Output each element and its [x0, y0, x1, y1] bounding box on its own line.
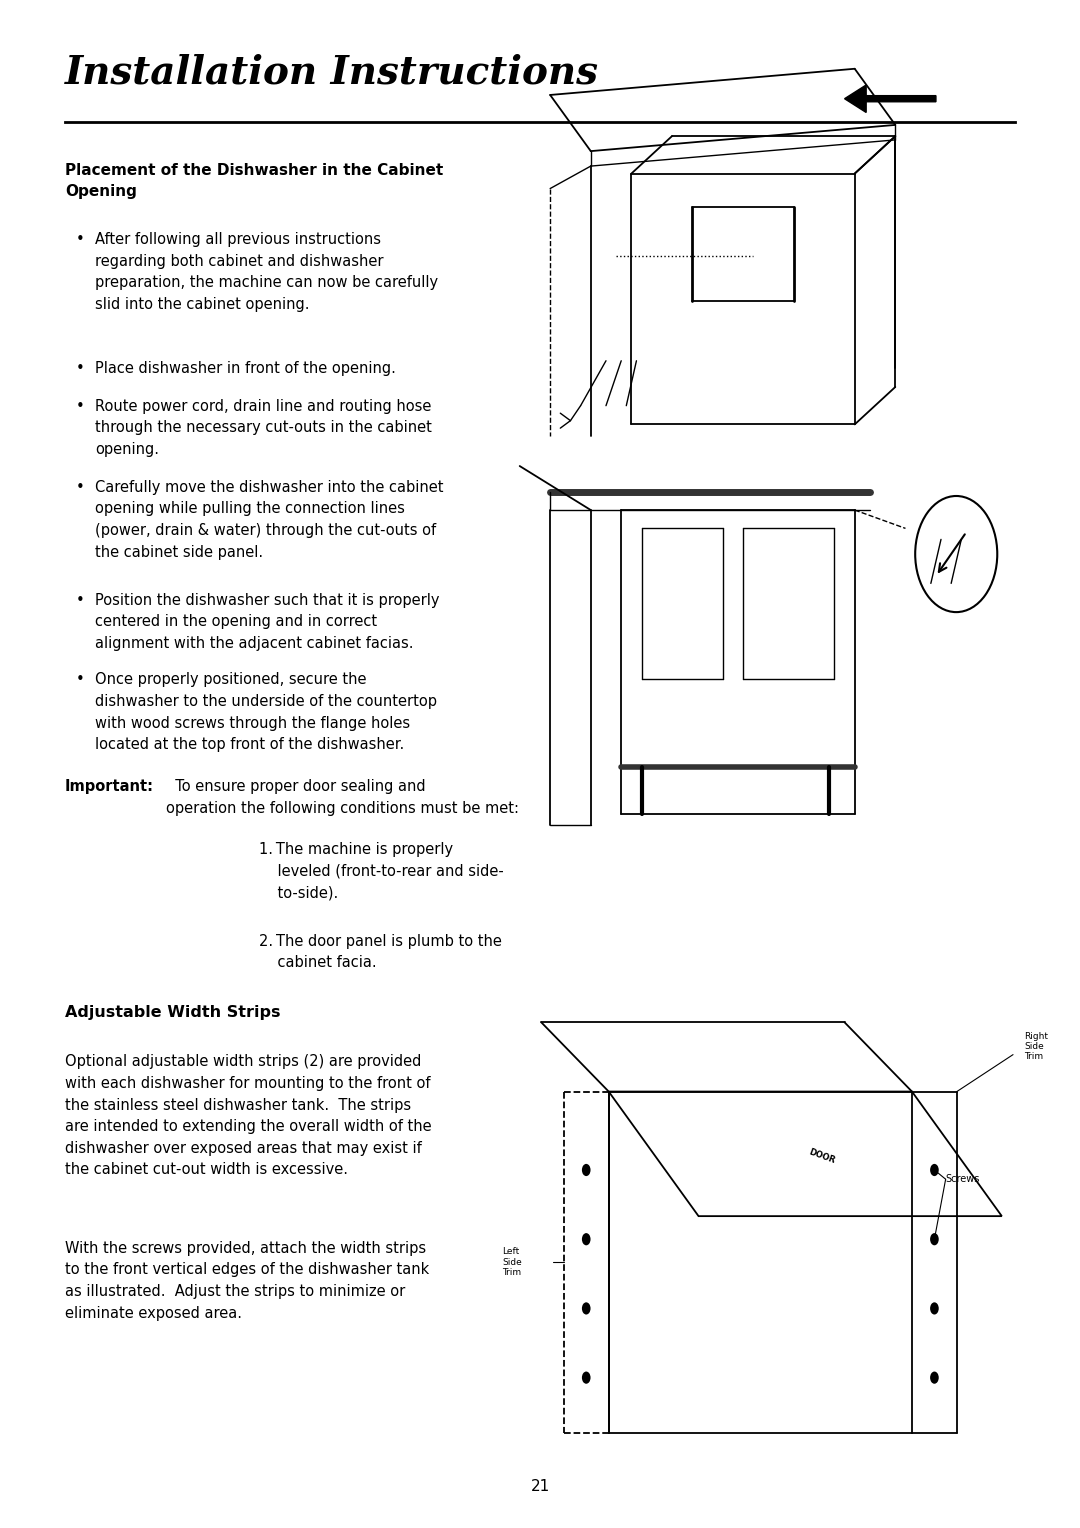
- Text: Once properly positioned, secure the
dishwasher to the underside of the countert: Once properly positioned, secure the dis…: [95, 672, 437, 752]
- Text: 21: 21: [530, 1479, 550, 1494]
- Text: Place dishwasher in front of the opening.: Place dishwasher in front of the opening…: [95, 361, 396, 376]
- Circle shape: [582, 1372, 591, 1384]
- Circle shape: [582, 1302, 591, 1314]
- Text: Optional adjustable width strips (2) are provided
with each dishwasher for mount: Optional adjustable width strips (2) are…: [65, 1054, 431, 1177]
- Text: Placement of the Dishwasher in the Cabinet
Opening: Placement of the Dishwasher in the Cabin…: [65, 163, 443, 200]
- Text: Route power cord, drain line and routing hose
through the necessary cut-outs in : Route power cord, drain line and routing…: [95, 399, 432, 457]
- Text: Position the dishwasher such that it is properly
centered in the opening and in : Position the dishwasher such that it is …: [95, 593, 440, 651]
- Circle shape: [930, 1164, 939, 1177]
- Circle shape: [930, 1233, 939, 1245]
- Text: •: •: [76, 232, 84, 248]
- Circle shape: [930, 1372, 939, 1384]
- Text: With the screws provided, attach the width strips
to the front vertical edges of: With the screws provided, attach the wid…: [65, 1241, 429, 1320]
- Text: To ensure proper door sealing and
operation the following conditions must be met: To ensure proper door sealing and operat…: [166, 779, 519, 816]
- Text: Important:: Important:: [65, 779, 153, 795]
- FancyArrow shape: [845, 86, 936, 113]
- Text: DOOR: DOOR: [808, 1148, 837, 1164]
- Text: 2. The door panel is plumb to the
    cabinet facia.: 2. The door panel is plumb to the cabine…: [259, 934, 502, 970]
- Text: •: •: [76, 480, 84, 495]
- Text: After following all previous instructions
regarding both cabinet and dishwasher
: After following all previous instruction…: [95, 232, 438, 312]
- Text: Screws: Screws: [946, 1174, 980, 1184]
- Text: Adjustable Width Strips: Adjustable Width Strips: [65, 1005, 281, 1021]
- Text: Right
Side
Trim: Right Side Trim: [1024, 1031, 1049, 1062]
- Circle shape: [582, 1164, 591, 1177]
- Text: Installation Instructions: Installation Instructions: [65, 53, 598, 92]
- Text: •: •: [76, 672, 84, 688]
- Text: •: •: [76, 593, 84, 608]
- Text: Carefully move the dishwasher into the cabinet
opening while pulling the connect: Carefully move the dishwasher into the c…: [95, 480, 444, 559]
- Text: Left
Side
Trim: Left Side Trim: [502, 1247, 522, 1277]
- Text: 1. The machine is properly
    leveled (front-to-rear and side-
    to-side).: 1. The machine is properly leveled (fron…: [259, 842, 504, 900]
- Circle shape: [930, 1302, 939, 1314]
- Circle shape: [582, 1233, 591, 1245]
- Text: •: •: [76, 399, 84, 414]
- Text: •: •: [76, 361, 84, 376]
